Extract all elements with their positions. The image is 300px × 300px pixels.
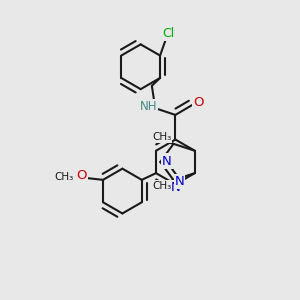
Text: CH₃: CH₃ <box>152 132 171 142</box>
Text: Cl: Cl <box>162 27 174 40</box>
Text: O: O <box>193 96 204 109</box>
Text: NH: NH <box>140 100 158 112</box>
Text: O: O <box>76 169 87 182</box>
Text: CH₃: CH₃ <box>55 172 74 182</box>
Text: CH₃: CH₃ <box>152 181 171 191</box>
Text: N: N <box>170 182 180 194</box>
Text: N: N <box>175 175 184 188</box>
Text: N: N <box>162 154 172 167</box>
